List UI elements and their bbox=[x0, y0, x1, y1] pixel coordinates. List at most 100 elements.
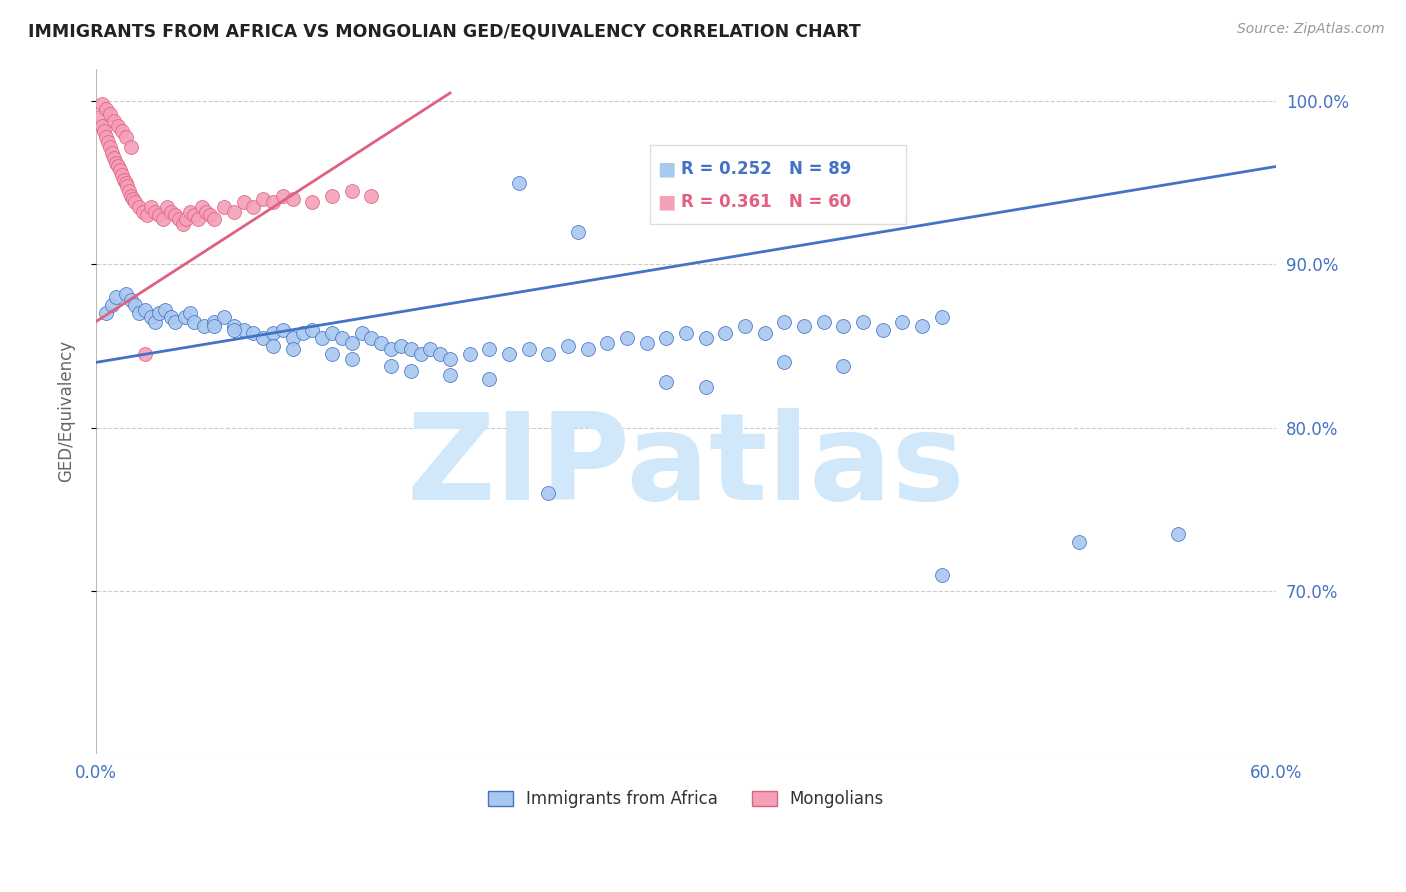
Point bbox=[152, 211, 174, 226]
Point bbox=[281, 331, 304, 345]
Point bbox=[114, 286, 136, 301]
Point bbox=[143, 205, 166, 219]
Point bbox=[156, 200, 179, 214]
Point bbox=[399, 363, 422, 377]
Point bbox=[193, 319, 215, 334]
Point bbox=[202, 315, 225, 329]
Point bbox=[380, 359, 402, 373]
Point bbox=[931, 310, 953, 324]
Point bbox=[734, 319, 756, 334]
Point bbox=[773, 315, 796, 329]
Point bbox=[124, 195, 146, 210]
Point bbox=[103, 151, 125, 165]
Point bbox=[252, 331, 274, 345]
Point bbox=[98, 140, 121, 154]
Point bbox=[478, 343, 501, 357]
Point bbox=[754, 326, 776, 340]
Point bbox=[321, 347, 343, 361]
Point bbox=[120, 293, 142, 308]
Point bbox=[212, 310, 235, 324]
Point bbox=[128, 200, 150, 214]
Point bbox=[340, 184, 363, 198]
Point bbox=[128, 306, 150, 320]
Point bbox=[114, 130, 136, 145]
Point bbox=[399, 343, 422, 357]
Point bbox=[94, 103, 117, 117]
Point bbox=[321, 189, 343, 203]
Point bbox=[163, 315, 186, 329]
Point bbox=[852, 315, 875, 329]
Point bbox=[813, 315, 835, 329]
Point bbox=[100, 146, 122, 161]
Point bbox=[911, 319, 934, 334]
Point bbox=[291, 326, 314, 340]
Point bbox=[242, 326, 264, 340]
Point bbox=[262, 195, 284, 210]
Point bbox=[172, 217, 194, 231]
Point bbox=[616, 331, 638, 345]
Text: ■: ■ bbox=[657, 159, 675, 178]
Point bbox=[94, 306, 117, 320]
Point bbox=[389, 339, 412, 353]
Point bbox=[458, 347, 481, 361]
Point bbox=[104, 290, 127, 304]
Point bbox=[98, 107, 121, 121]
Point bbox=[252, 192, 274, 206]
Point bbox=[134, 303, 156, 318]
Point bbox=[380, 343, 402, 357]
Point bbox=[655, 375, 678, 389]
Point bbox=[271, 189, 294, 203]
Point bbox=[232, 195, 254, 210]
Point bbox=[183, 209, 205, 223]
Point bbox=[567, 225, 589, 239]
Text: ■: ■ bbox=[657, 192, 675, 211]
Point bbox=[340, 335, 363, 350]
Point bbox=[262, 326, 284, 340]
Point bbox=[202, 211, 225, 226]
Point bbox=[222, 323, 245, 337]
Point bbox=[153, 303, 176, 318]
Point bbox=[793, 319, 815, 334]
Point bbox=[508, 176, 530, 190]
Point bbox=[655, 331, 678, 345]
Point bbox=[202, 319, 225, 334]
Point bbox=[93, 123, 115, 137]
Point bbox=[97, 135, 120, 149]
Point bbox=[159, 205, 181, 219]
Text: R = 0.252   N = 89: R = 0.252 N = 89 bbox=[681, 160, 851, 178]
Point bbox=[176, 211, 198, 226]
Point bbox=[872, 323, 894, 337]
Point bbox=[114, 176, 136, 190]
Point bbox=[311, 331, 333, 345]
Point bbox=[179, 205, 201, 219]
Point bbox=[439, 352, 461, 367]
Point bbox=[517, 343, 540, 357]
Point bbox=[360, 189, 382, 203]
Point bbox=[110, 123, 132, 137]
Point bbox=[271, 323, 294, 337]
Point bbox=[104, 156, 127, 170]
Point bbox=[301, 195, 323, 210]
Point bbox=[110, 168, 132, 182]
Text: IMMIGRANTS FROM AFRICA VS MONGOLIAN GED/EQUIVALENCY CORRELATION CHART: IMMIGRANTS FROM AFRICA VS MONGOLIAN GED/… bbox=[28, 22, 860, 40]
Point bbox=[117, 179, 139, 194]
Point bbox=[134, 347, 156, 361]
Point bbox=[931, 567, 953, 582]
Point bbox=[89, 111, 111, 125]
Point bbox=[136, 209, 159, 223]
Point bbox=[183, 315, 205, 329]
Point bbox=[439, 368, 461, 383]
Point bbox=[498, 347, 520, 361]
Point bbox=[714, 326, 737, 340]
Point bbox=[409, 347, 432, 361]
Y-axis label: GED/Equivalency: GED/Equivalency bbox=[58, 341, 75, 483]
Legend: Immigrants from Africa, Mongolians: Immigrants from Africa, Mongolians bbox=[481, 783, 891, 814]
Point bbox=[124, 298, 146, 312]
Point bbox=[1167, 526, 1189, 541]
Point bbox=[103, 113, 125, 128]
Point bbox=[360, 331, 382, 345]
Point bbox=[301, 323, 323, 337]
Point bbox=[773, 355, 796, 369]
Point bbox=[419, 343, 441, 357]
Point bbox=[429, 347, 451, 361]
